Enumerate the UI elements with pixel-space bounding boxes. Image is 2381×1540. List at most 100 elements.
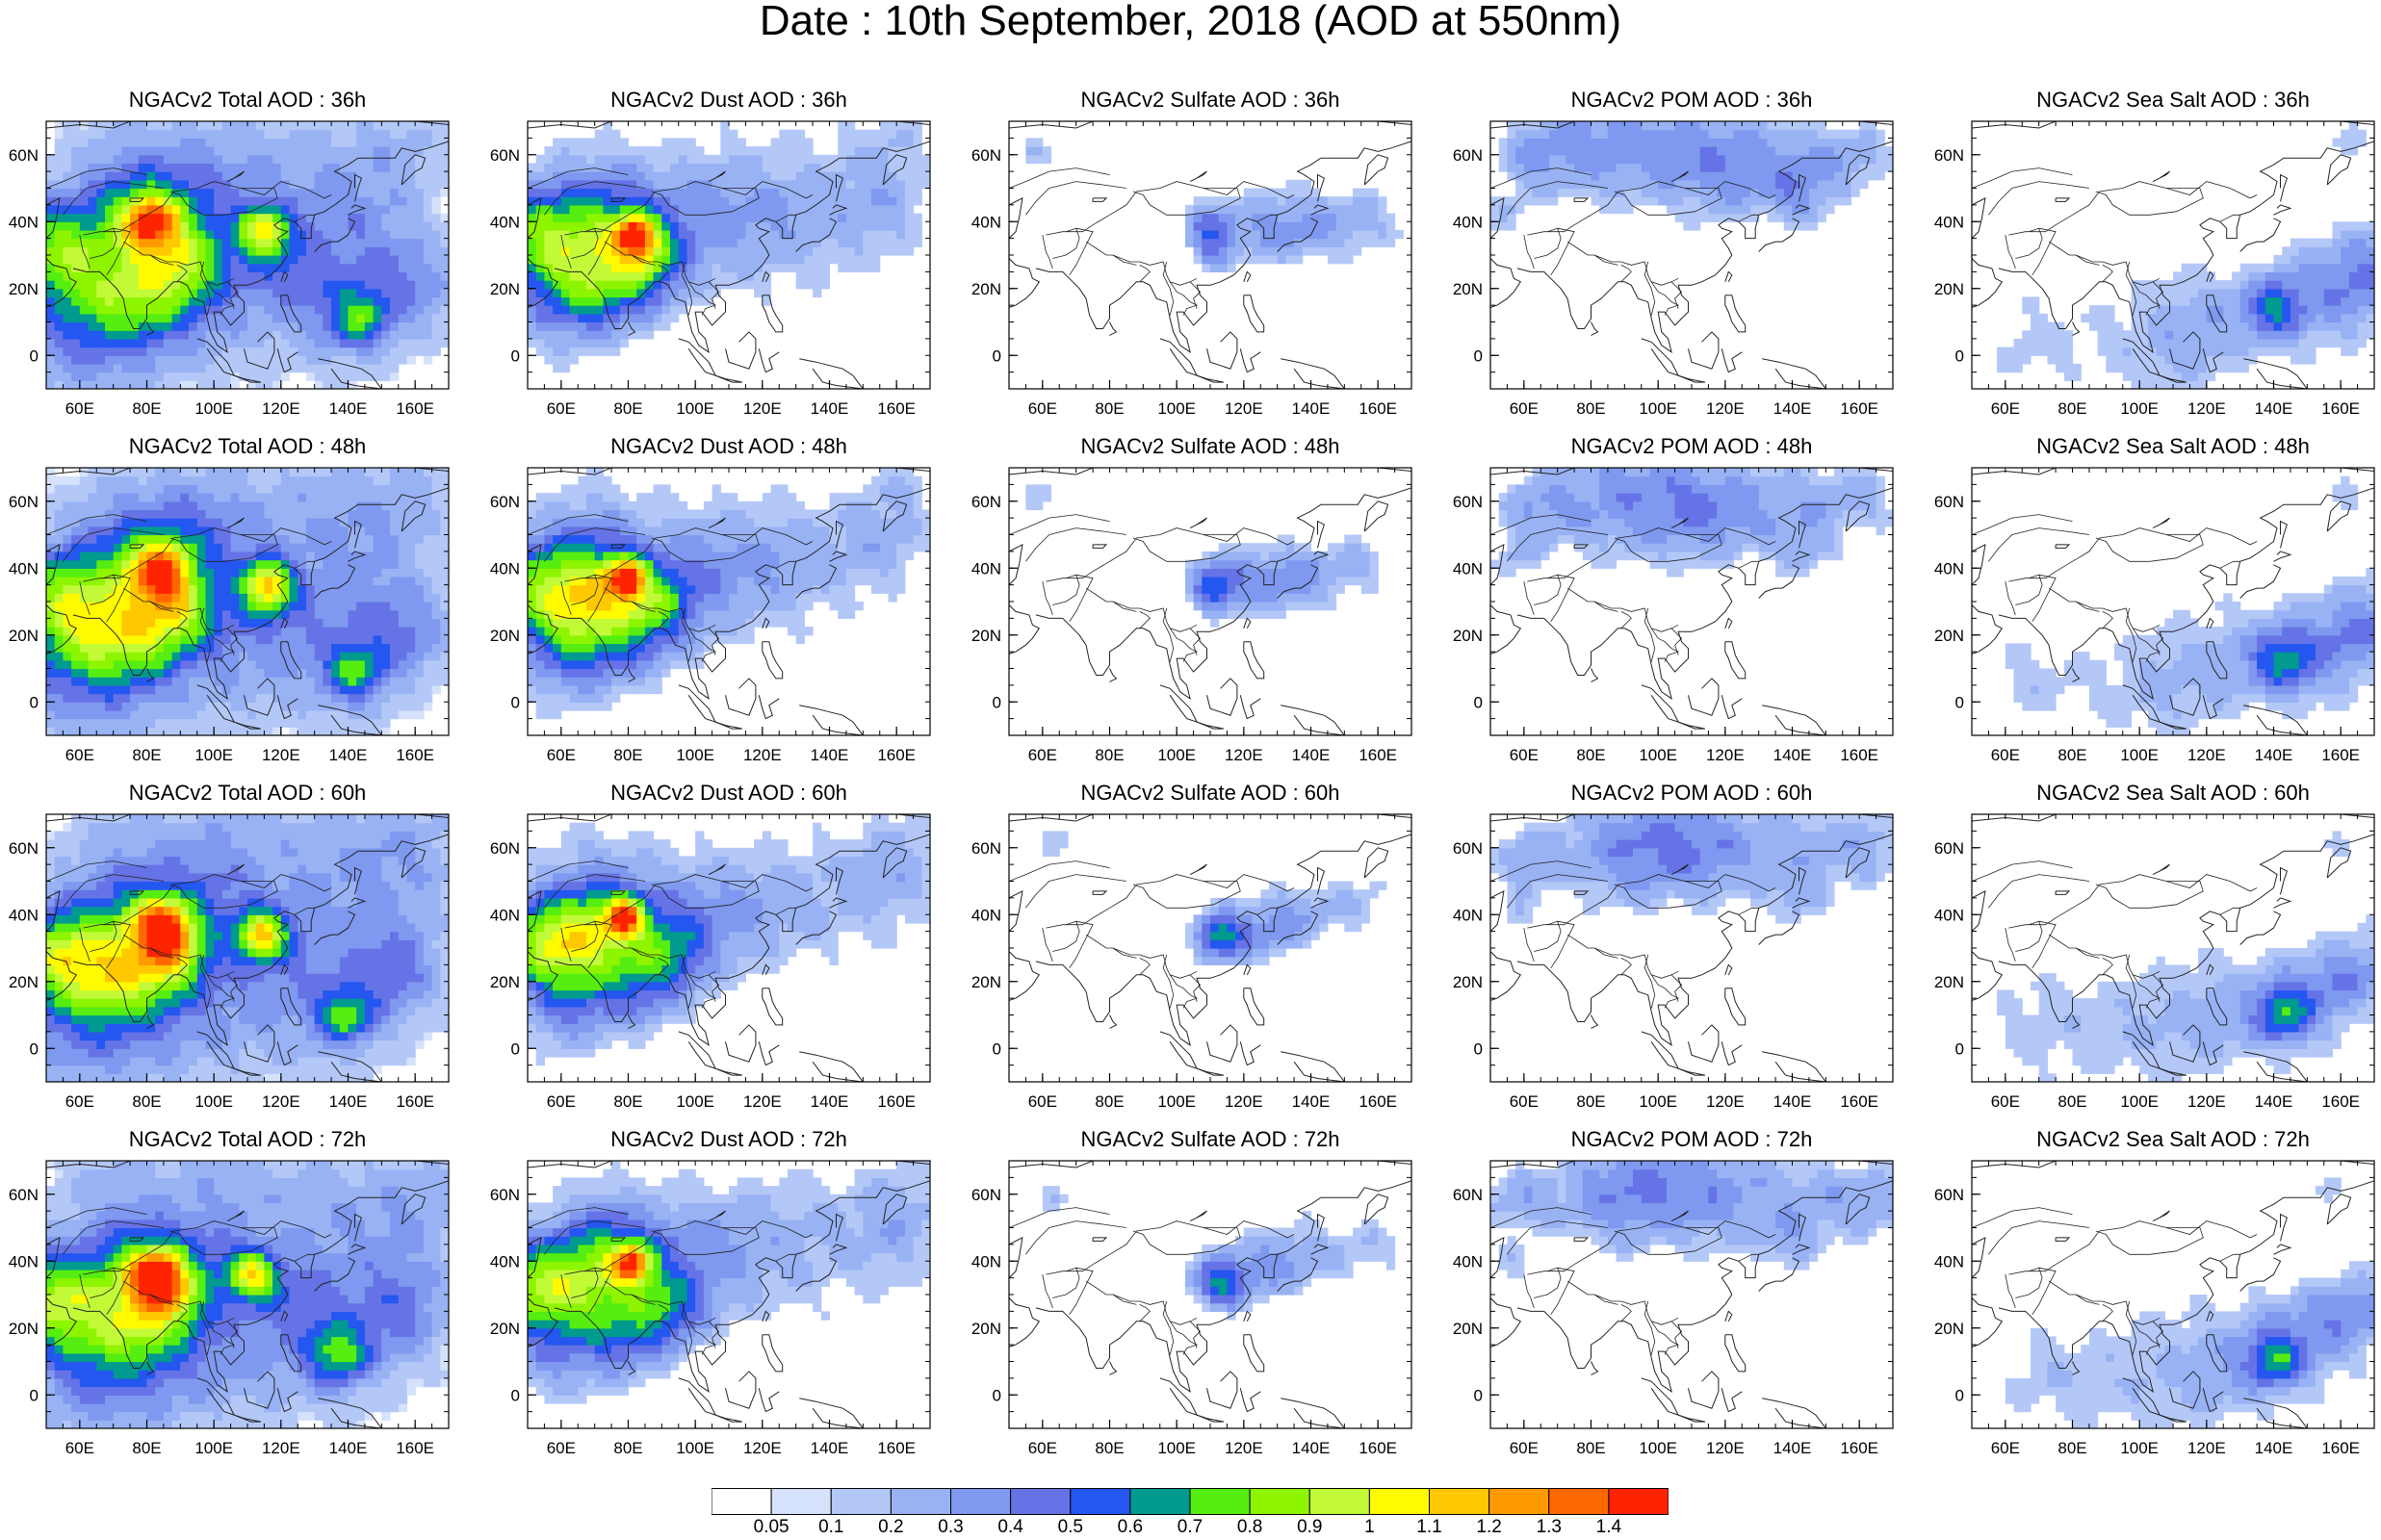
aod-cell: [356, 239, 365, 247]
aod-cell: [121, 702, 130, 710]
aod-cell: [180, 347, 189, 356]
aod-cell: [1592, 138, 1600, 146]
aod-cell: [71, 484, 80, 493]
aod-cell: [139, 685, 147, 694]
aod-cell: [1549, 146, 1558, 155]
aod-cell: [779, 163, 788, 171]
aod-cell: [356, 214, 365, 222]
aod-cell: [1574, 189, 1583, 197]
aod-cell: [180, 130, 189, 139]
aod-cell: [247, 230, 256, 239]
aod-cell: [139, 339, 147, 347]
aod-cell: [1658, 180, 1667, 189]
aod-cell: [880, 214, 889, 222]
aod-cell: [189, 180, 197, 189]
aod-cell: [2282, 255, 2290, 264]
aod-cell: [80, 710, 89, 719]
aod-cell: [620, 314, 629, 322]
aod-cell: [381, 230, 390, 239]
aod-cell: [821, 180, 830, 189]
aod-cell: [390, 214, 399, 222]
aod-cell: [629, 239, 637, 247]
aod-cell: [365, 364, 374, 372]
aod-cell: [603, 280, 611, 289]
aod-cell: [105, 171, 114, 180]
aod-cell: [914, 214, 922, 222]
aod-cell: [206, 652, 215, 660]
aod-cell: [139, 509, 147, 518]
aod-cell: [1809, 130, 1818, 139]
aod-cell: [2056, 330, 2064, 339]
aod-cell: [1818, 146, 1826, 155]
aod-cell: [247, 155, 256, 164]
aod-cell: [239, 230, 247, 239]
aod-cell: [2282, 305, 2290, 314]
aod-cell: [2358, 322, 2367, 331]
aod-cell: [704, 246, 712, 255]
aod-cell: [2274, 255, 2283, 264]
aod-cell: [256, 296, 265, 305]
aod-cell: [1227, 255, 1235, 264]
aod-cell: [155, 296, 164, 305]
aod-cell: [1549, 180, 1558, 189]
aod-cell: [80, 543, 89, 552]
aod-cell: [2316, 255, 2324, 264]
aod-cell: [63, 355, 71, 364]
aod-cell: [315, 255, 324, 264]
aod-cell: [528, 339, 536, 347]
aod-cell: [880, 239, 889, 247]
aod-cell: [720, 214, 729, 222]
aod-cell: [738, 230, 746, 239]
aod-cell: [399, 322, 407, 331]
aod-cell: [2341, 289, 2349, 297]
aod-cell: [130, 677, 139, 685]
aod-cell: [189, 501, 197, 510]
aod-cell: [586, 339, 595, 347]
aod-cell: [155, 518, 164, 526]
aod-cell: [1775, 138, 1784, 146]
aod-cell: [63, 364, 71, 372]
aod-cell: [46, 214, 55, 222]
aod-cell: [670, 221, 679, 230]
aod-cell: [80, 643, 89, 652]
aod-cell: [390, 246, 399, 255]
aod-cell: [356, 355, 365, 364]
aod-cell: [855, 196, 864, 205]
aod-cell: [2265, 289, 2274, 297]
aod-cell: [105, 180, 114, 189]
aod-cell: [2341, 339, 2349, 347]
aod-cell: [155, 568, 164, 577]
aod-cell: [432, 189, 441, 197]
aod-cell: [239, 130, 247, 139]
aod-cell: [46, 727, 55, 735]
aod-cell: [272, 205, 281, 214]
aod-cell: [645, 305, 654, 314]
aod-cell: [89, 196, 97, 205]
aod-cell: [1675, 205, 1684, 214]
aod-cell: [729, 221, 738, 230]
coastline: [1969, 198, 1985, 239]
aod-cell: [695, 264, 704, 272]
aod-cell: [164, 694, 172, 703]
aod-cell: [55, 305, 64, 314]
aod-cell: [189, 543, 197, 552]
aod-cell: [871, 239, 880, 247]
aod-cell: [306, 372, 315, 381]
aod-cell: [863, 264, 871, 272]
aod-cell: [871, 138, 880, 146]
aod-cell: [164, 330, 172, 339]
aod-cell: [804, 221, 813, 230]
aod-cell: [164, 710, 172, 719]
aod-cell: [105, 577, 114, 585]
aod-cell: [139, 322, 147, 331]
aod-cell: [239, 138, 247, 146]
aod-cell: [553, 155, 561, 164]
aod-cell: [164, 702, 172, 710]
aod-cell: [440, 322, 449, 331]
aod-cell: [2022, 305, 2031, 314]
aod-cell: [105, 468, 114, 476]
aod-cell: [197, 322, 206, 331]
aod-cell: [105, 146, 114, 155]
aod-cell: [2240, 305, 2249, 314]
